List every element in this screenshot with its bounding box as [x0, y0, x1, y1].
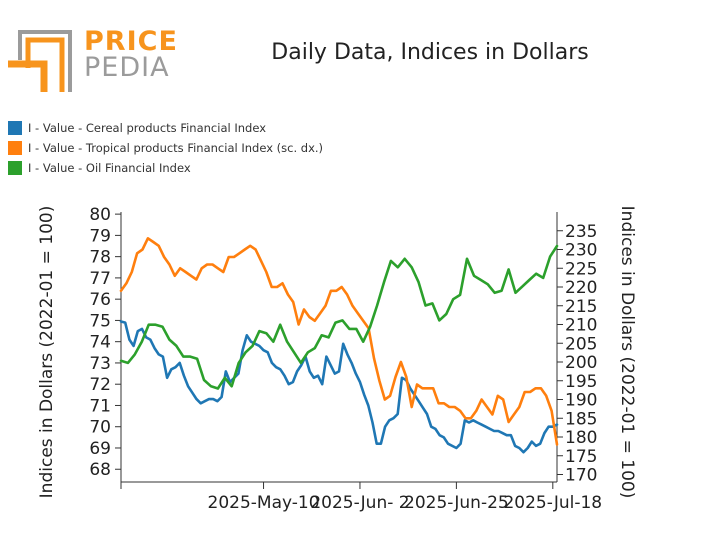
pricepedia-logo: PRICE PEDIA — [8, 20, 177, 94]
legend-swatch-tropical — [8, 141, 22, 155]
y-left-tick-label: 78 — [89, 248, 111, 268]
legend-swatch-cereal — [8, 121, 22, 135]
logo-text-pedia: PEDIA — [84, 52, 170, 83]
legend-item-oil[interactable]: I - Value - Oil Financial Index — [8, 158, 323, 178]
y-right-tick-label: 230 — [565, 241, 597, 261]
y-right-tick-label: 200 — [565, 353, 597, 373]
y-right-tick-label: 220 — [565, 278, 597, 298]
y-right-tick-label: 205 — [565, 334, 597, 354]
logo-mark-icon — [8, 30, 72, 92]
x-tick-label: 2025-Jun- 2 — [310, 493, 409, 513]
y-left-tick-label: 79 — [89, 226, 111, 246]
y-left-tick-label: 68 — [89, 460, 111, 480]
y-right-tick-label: 215 — [565, 297, 597, 317]
y-right-tick-label: 210 — [565, 316, 597, 336]
y-right-tick-label: 185 — [565, 409, 597, 429]
y-left-tick-label: 74 — [89, 333, 111, 353]
y-axis-left-title: Indices in Dollars (2022-01 = 100) — [37, 206, 57, 499]
series-line-tropical — [119, 237, 559, 446]
y-left-tick-label: 75 — [89, 311, 111, 331]
y-right-tick-label: 195 — [565, 372, 597, 392]
x-tick-label: 2025-May-10 — [208, 493, 320, 513]
y-left-tick-label: 76 — [89, 290, 111, 310]
x-tick-label: 2025-Jun-25 — [404, 493, 509, 513]
legend-item-cereal[interactable]: I - Value - Cereal products Financial In… — [8, 118, 323, 138]
chart-title: Daily Data, Indices in Dollars — [271, 40, 589, 65]
y-left-tick-label: 73 — [89, 354, 111, 374]
y-left-tick-label: 69 — [89, 439, 111, 459]
y-left-tick-label: 70 — [89, 418, 111, 438]
y-right-tick-label: 190 — [565, 391, 597, 411]
y-left-tick-label: 71 — [89, 396, 111, 416]
series-line-cereal — [119, 320, 559, 454]
y-left-tick-label: 72 — [89, 375, 111, 395]
x-tick-label: 2025-Jul-18 — [503, 493, 602, 513]
y-right-tick-label: 235 — [565, 222, 597, 242]
series-line-oil — [119, 244, 559, 390]
y-right-tick-label: 175 — [565, 447, 597, 467]
legend-label-oil: I - Value - Oil Financial Index — [28, 161, 191, 175]
legend-swatch-oil — [8, 161, 22, 175]
legend-label-tropical: I - Value - Tropical products Financial … — [28, 141, 324, 155]
y-right-tick-label: 180 — [565, 428, 597, 448]
y-right-tick-label: 225 — [565, 259, 597, 279]
y-right-tick-label: 170 — [565, 466, 597, 486]
y-left-tick-label: 80 — [89, 205, 111, 225]
y-axis-right-title: Indices in Dollars (2022-01 = 100) — [617, 206, 637, 499]
logo-text-price: PRICE — [84, 26, 178, 57]
y-left-tick-label: 77 — [89, 269, 111, 289]
legend-label-cereal: I - Value - Cereal products Financial In… — [28, 121, 266, 135]
legend-item-tropical[interactable]: I - Value - Tropical products Financial … — [8, 138, 323, 158]
chart-legend: I - Value - Cereal products Financial In… — [8, 118, 323, 178]
